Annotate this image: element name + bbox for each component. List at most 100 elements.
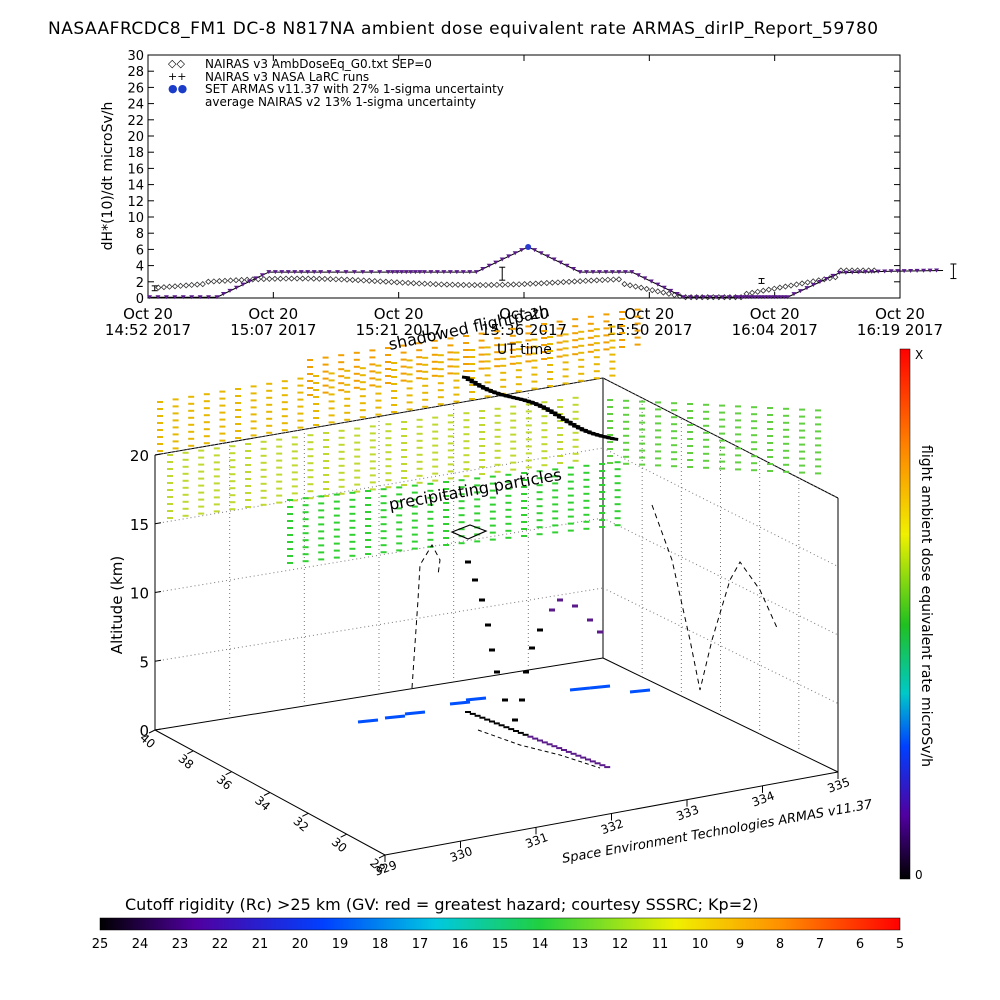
z-tick-label: 15 <box>130 516 149 534</box>
armas-point <box>901 269 907 274</box>
armas-point <box>655 282 661 287</box>
colorbar-tick-label: 6 <box>856 937 864 952</box>
armas-point <box>888 269 894 274</box>
armas-point <box>253 276 259 281</box>
nairas-v3-point <box>477 281 484 289</box>
armas-point <box>726 295 732 300</box>
shadow-flightpath-segment <box>560 417 569 422</box>
low-dose-segment <box>384 714 406 720</box>
armas-point <box>551 257 557 262</box>
nairas-v3-point <box>232 277 240 284</box>
nairas-v3-point <box>216 278 223 285</box>
armas-point <box>934 268 940 273</box>
nairas-v3-point <box>488 281 495 289</box>
nairas-v3-point <box>194 281 201 288</box>
armas-point <box>467 270 473 275</box>
nairas-v3-point <box>249 276 256 283</box>
nairas-v3-point <box>327 276 334 283</box>
low-dose-segment <box>404 710 426 716</box>
armas-point <box>746 295 752 300</box>
armas-point <box>700 295 706 300</box>
nairas-v3-point <box>549 279 556 286</box>
y-tick-label: 26 <box>127 81 144 96</box>
nairas-v3-point <box>638 284 645 291</box>
nairas-v3-point <box>560 279 567 286</box>
nairas-v3-point <box>454 281 462 288</box>
z-tick <box>154 453 162 456</box>
low-dose-segment <box>569 686 591 692</box>
nairas-v3-point <box>826 275 833 282</box>
nairas-v3-point <box>621 281 628 288</box>
armas-point <box>473 270 479 275</box>
legend-markers: ◇◇ ++ ●● <box>168 57 187 96</box>
armas-point <box>849 270 855 275</box>
armas-point <box>603 270 609 275</box>
nairas-v3-point <box>626 282 634 289</box>
armas-point <box>421 270 427 275</box>
armas-point <box>532 248 538 253</box>
shadow-flightpath-segment <box>568 422 577 427</box>
armas-point <box>596 270 602 275</box>
armas-point <box>545 254 551 259</box>
nairas-v3-point <box>510 281 517 288</box>
armas-point <box>590 270 596 275</box>
z-tick <box>154 659 162 662</box>
colorbar-tick-label: 15 <box>492 937 509 952</box>
nairas-v3-point <box>571 278 578 285</box>
y-tick-label: 10 <box>127 211 144 226</box>
colorbar-tick-label: 8 <box>776 937 784 952</box>
y-tick-label: 16 <box>127 162 144 177</box>
nairas-v3-point <box>221 277 229 284</box>
armas-point <box>674 292 680 297</box>
y-tick-label: 2 <box>136 276 144 291</box>
nairas-v3-point <box>771 285 778 292</box>
shadow-flightpath-segment <box>545 408 554 413</box>
lat-tick-label: 32 <box>291 814 312 835</box>
armas-point <box>412 270 418 275</box>
z-tick-label: 0 <box>139 722 149 740</box>
x-tick-label-date: Oct 20 <box>875 305 925 323</box>
armas-point <box>862 270 868 275</box>
armas-point <box>687 295 693 300</box>
nairas-v3-point <box>615 276 623 283</box>
lat-tick-label: 30 <box>329 835 350 856</box>
z-tick <box>154 591 162 593</box>
armas-point <box>493 260 499 265</box>
armas-point <box>403 270 409 275</box>
nairas-v3-point <box>294 275 301 282</box>
nairas-v3-point <box>632 283 639 290</box>
armas-point <box>681 295 687 300</box>
shadow-flightpath-segment <box>553 413 562 418</box>
armas-point <box>394 270 400 275</box>
colorbar-tick-label: 22 <box>212 937 229 952</box>
colorbar-tick-label: 11 <box>652 937 669 952</box>
nairas-v3-point <box>160 284 167 291</box>
vertical-colorbar-top-label: X <box>915 348 924 362</box>
nairas-v3-point <box>604 276 611 283</box>
legend-entry-nairas-v3: NAIRAS v3 AmbDoseEq_G0.txt SEP=0 <box>205 57 432 71</box>
nairas-v3-point <box>643 285 650 292</box>
nairas-v3-point <box>665 290 672 297</box>
colorbar-tick-label: 10 <box>692 937 709 952</box>
vertical-colorbar-title: flight ambient dose equivalent rate micr… <box>918 445 934 767</box>
armas-point <box>408 270 414 275</box>
nairas-v3-point <box>438 281 445 288</box>
x-tick-label-time: 14:52 2017 <box>105 321 191 339</box>
nairas-v3-point <box>599 276 606 284</box>
y-tick-label: 28 <box>127 65 144 80</box>
armas-point <box>460 270 466 275</box>
nairas-v3-point <box>521 280 528 288</box>
grid-line <box>602 517 839 636</box>
y-tick-label: 30 <box>127 49 144 64</box>
nairas-v3-point <box>554 279 561 286</box>
low-dose-segment <box>589 684 611 690</box>
lon-tick-label: 331 <box>523 830 549 851</box>
y-tick-label: 18 <box>127 146 144 161</box>
shadow-flightpath-segment <box>461 375 471 380</box>
armas-point <box>720 295 726 300</box>
armas-point <box>661 285 667 290</box>
shadow-flightpath-segment <box>610 436 619 441</box>
armas-point <box>227 288 233 293</box>
colorbar-tick-label: 16 <box>452 937 469 952</box>
armas-point <box>538 251 544 256</box>
